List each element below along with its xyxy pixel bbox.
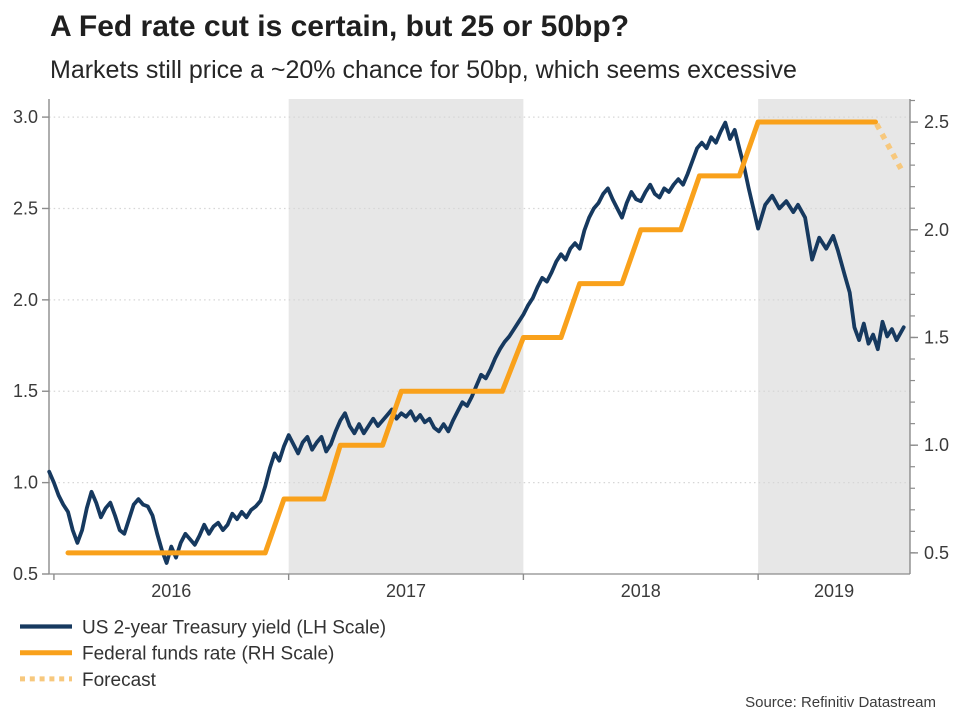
chart-title: A Fed rate cut is certain, but 25 or 50b… [50,10,629,43]
legend-item: US 2-year Treasury yield (LH Scale) [20,618,386,639]
forecast-line [874,122,907,176]
right-axis-tick-label: 0.5 [924,543,949,563]
plot-area: 0.5 1.0 1.5 2.0 2.5 3.0 0.5 1.0 1.5 2.0 2.5 2016 201… [13,99,949,601]
left-axis-tick-label: 1.5 [13,381,38,401]
x-axis-year-label: 2016 [151,581,191,601]
x-axis-year-label: 2018 [621,581,661,601]
left-axis-tick-label: 0.5 [13,564,38,584]
right-axis-tick-label: 1.5 [924,327,949,347]
right-axis-tick-label: 1.0 [924,435,949,455]
right-axis-tick-label: 2.5 [924,112,949,132]
left-axis-tick-label: 3.0 [13,107,38,127]
legend-item-label: Federal funds rate (RH Scale) [82,644,334,665]
left-axis-tick-label: 2.0 [13,290,38,310]
chart-legend: US 2-year Treasury yield (LH Scale) Feder… [20,618,386,691]
chart-subtitle: Markets still price a ~20% chance for 50… [50,56,797,84]
legend-item-label: US 2-year Treasury yield (LH Scale) [82,618,386,639]
year-shading-band [758,99,910,574]
left-axis-tick-label: 2.5 [13,198,38,218]
x-axis-year-label: 2017 [386,581,426,601]
right-axis-tick-label: 2.0 [924,220,949,240]
year-shading-band [288,99,524,574]
treasury-yield-line [47,120,906,565]
legend-item: Forecast [20,670,157,691]
x-axis-year-label: 2019 [814,581,854,601]
source-credit: Source: Refinitiv Datastream [745,694,936,711]
fed-funds-line [65,119,878,556]
legend-item: Federal funds rate (RH Scale) [20,644,334,665]
legend-item-label: Forecast [82,670,157,691]
left-axis-tick-label: 1.0 [13,473,38,493]
